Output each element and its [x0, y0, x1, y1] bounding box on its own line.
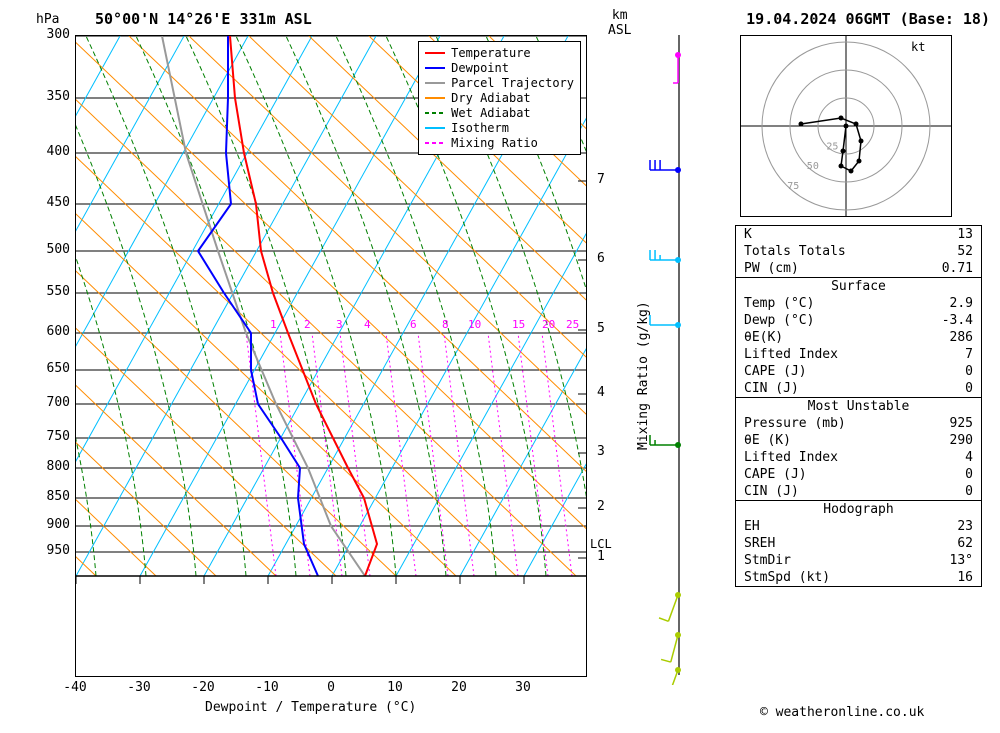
pressure-tick: 550: [40, 284, 70, 299]
x-axis-label: Dewpoint / Temperature (°C): [205, 700, 416, 715]
legend: TemperatureDewpointParcel TrajectoryDry …: [418, 41, 581, 155]
pressure-tick: 650: [40, 361, 70, 376]
legend-item: Isotherm: [425, 121, 574, 135]
pressure-tick: 750: [40, 429, 70, 444]
temp-tick: -40: [60, 680, 90, 695]
svg-text:25: 25: [826, 142, 838, 153]
index-row: StmSpd (kt)16: [736, 569, 981, 586]
temp-tick: 20: [444, 680, 474, 695]
index-row: Dewp (°C)-3.4: [736, 312, 981, 329]
svg-text:75: 75: [787, 181, 799, 192]
svg-text:50: 50: [807, 161, 819, 172]
temp-tick: -20: [188, 680, 218, 695]
index-row: EH23: [736, 518, 981, 535]
svg-text:kt: kt: [911, 40, 925, 54]
datetime-title: 19.04.2024 06GMT (Base: 18): [746, 10, 990, 28]
index-row: SREH62: [736, 535, 981, 552]
lcl-label: LCL: [590, 537, 612, 551]
index-section-header: Most Unstable: [736, 397, 981, 415]
pressure-tick: 800: [40, 459, 70, 474]
pressure-tick: 700: [40, 395, 70, 410]
svg-text:10: 10: [468, 318, 481, 331]
index-row: CAPE (J)0: [736, 363, 981, 380]
index-row: CIN (J)0: [736, 380, 981, 397]
pressure-tick: 350: [40, 89, 70, 104]
pressure-tick: 950: [40, 543, 70, 558]
location-title: 50°00'N 14°26'E 331m ASL: [95, 10, 312, 28]
km-tick: 3: [597, 444, 605, 459]
svg-text:4: 4: [364, 318, 371, 331]
index-row: CAPE (J)0: [736, 466, 981, 483]
km-tick: 2: [597, 499, 605, 514]
index-row: Totals Totals52: [736, 243, 981, 260]
svg-text:8: 8: [442, 318, 449, 331]
hpa-label: hPa: [36, 12, 59, 27]
svg-text:2: 2: [304, 318, 311, 331]
km-tick: 7: [597, 172, 605, 187]
temp-tick: 10: [380, 680, 410, 695]
index-section-header: Surface: [736, 277, 981, 295]
km-tick: 4: [597, 385, 605, 400]
legend-item: Temperature: [425, 46, 574, 60]
pressure-tick: 300: [40, 27, 70, 42]
index-section-header: Hodograph: [736, 500, 981, 518]
pressure-tick: 450: [40, 195, 70, 210]
km-tick: 6: [597, 251, 605, 266]
temp-tick: 0: [316, 680, 346, 695]
svg-text:20: 20: [542, 318, 555, 331]
svg-text:6: 6: [410, 318, 417, 331]
index-row: K13: [736, 226, 981, 243]
legend-item: Wet Adiabat: [425, 106, 574, 120]
index-row: CIN (J)0: [736, 483, 981, 500]
legend-item: Parcel Trajectory: [425, 76, 574, 90]
temp-tick: -10: [252, 680, 282, 695]
pressure-tick: 600: [40, 324, 70, 339]
index-row: θE(K)286: [736, 329, 981, 346]
copyright-text: © weatheronline.co.uk: [760, 705, 924, 720]
svg-text:25: 25: [566, 318, 579, 331]
pressure-tick: 400: [40, 144, 70, 159]
indices-table: K13Totals Totals52PW (cm)0.71SurfaceTemp…: [735, 225, 982, 587]
skewt-chart: 1 2 3 4 6 8 10 15 20 25 TemperatureDewpointParcel…: [75, 35, 587, 677]
temp-tick: -30: [124, 680, 154, 695]
pressure-tick: 900: [40, 517, 70, 532]
svg-text:3: 3: [336, 318, 343, 331]
legend-item: Dewpoint: [425, 61, 574, 75]
km-tick: 5: [597, 321, 605, 336]
svg-text:1: 1: [270, 318, 277, 331]
km-label: km ASL: [608, 8, 631, 38]
index-row: Lifted Index7: [736, 346, 981, 363]
legend-item: Mixing Ratio: [425, 136, 574, 150]
index-row: StmDir13°: [736, 552, 981, 569]
index-row: Pressure (mb)925: [736, 415, 981, 432]
temp-tick: 30: [508, 680, 538, 695]
index-row: PW (cm)0.71: [736, 260, 981, 277]
svg-text:15: 15: [512, 318, 525, 331]
index-row: θE (K)290: [736, 432, 981, 449]
pressure-tick: 850: [40, 489, 70, 504]
pressure-tick: 500: [40, 242, 70, 257]
legend-item: Dry Adiabat: [425, 91, 574, 105]
hodograph: 25 50 75 kt: [740, 35, 952, 217]
index-row: Temp (°C)2.9: [736, 295, 981, 312]
km-tick: 1: [597, 549, 605, 564]
index-row: Lifted Index4: [736, 449, 981, 466]
